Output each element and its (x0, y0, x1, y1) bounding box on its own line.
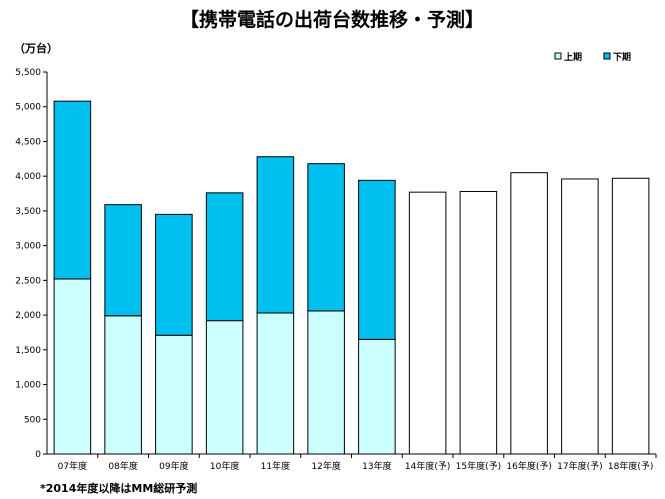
footnote: *2014年度以降はMM総研予測 (40, 481, 197, 495)
legend-label: 上期 (564, 51, 582, 63)
bar-forecast (510, 172, 548, 455)
bar-second-half (256, 156, 295, 314)
legend-label: 下期 (613, 51, 631, 63)
x-tick-label: 12年度 (311, 460, 340, 472)
x-tick-label: 16年度(予) (506, 460, 551, 472)
y-tick-label: 4,500 (15, 137, 41, 147)
x-tick-label: 13年度 (362, 460, 391, 472)
y-tick-label: 3,000 (15, 242, 41, 252)
legend: 上期 下期 (554, 51, 631, 63)
bar-forecast (408, 191, 447, 455)
y-tick-label: 1,500 (15, 346, 41, 356)
x-tick-label: 14年度(予) (405, 460, 450, 472)
chart-title: 【携帯電話の出荷台数推移・予測】 (180, 8, 484, 31)
y-tick-label: 500 (24, 415, 41, 425)
legend-swatch (554, 52, 562, 60)
x-tick-label: 18年度(予) (608, 460, 653, 472)
x-tick-label: 08年度 (108, 460, 137, 472)
bar-first-half (256, 312, 295, 455)
bar-first-half (358, 338, 396, 455)
bar-first-half (104, 315, 142, 455)
x-tick-label: 09年度 (159, 460, 188, 472)
bar-first-half (205, 320, 244, 455)
bar-second-half (205, 192, 244, 322)
y-tick-label: 5,500 (15, 68, 41, 78)
y-tick-label: 2,000 (15, 311, 41, 321)
bar-second-half (104, 204, 142, 317)
x-tick-label: 17年度(予) (557, 460, 602, 472)
plot-area: 0 500 1,000 1,500 2,000 2,500 3,000 3,500 4,000 4… (15, 68, 657, 472)
bar-second-half (53, 100, 92, 280)
bar-forecast (611, 177, 650, 455)
legend-swatch (603, 52, 611, 60)
x-tick-label: 07年度 (58, 460, 87, 472)
y-tick-label: 2,500 (15, 276, 41, 286)
bar-first-half (155, 334, 193, 455)
y-tick-label: 3,500 (15, 207, 41, 217)
bar-forecast (459, 190, 498, 455)
y-tick-label: 5,000 (15, 103, 41, 113)
bar-second-half (307, 163, 345, 312)
bar-second-half (155, 213, 193, 336)
x-tick-label: 10年度 (210, 460, 239, 472)
y-unit-label: （万台） (14, 41, 58, 55)
bar-first-half (53, 278, 92, 455)
y-tick-label: 0 (35, 450, 41, 460)
x-tick-label: 11年度 (261, 460, 290, 472)
x-tick-label: 15年度(予) (456, 460, 501, 472)
bar-forecast (561, 178, 599, 455)
bar-first-half (307, 310, 345, 455)
y-tick-label: 4,000 (15, 172, 41, 182)
bar-second-half (358, 179, 396, 340)
y-tick-label: 1,000 (15, 381, 41, 391)
